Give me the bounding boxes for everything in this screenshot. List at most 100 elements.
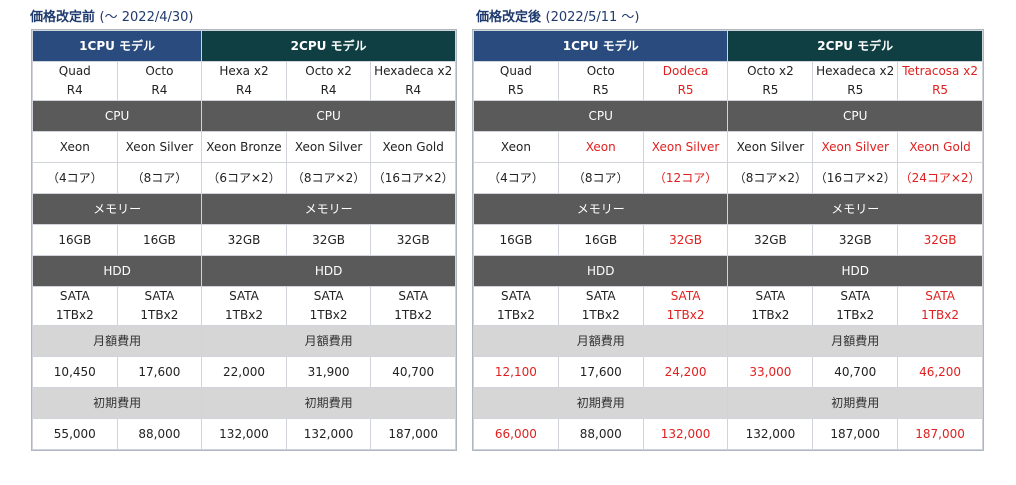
right-panel-title: 価格改定後 (2022/5/11 ～) bbox=[476, 6, 639, 25]
table-cell: 187,000 bbox=[897, 418, 983, 450]
section-header: CPU bbox=[727, 100, 983, 132]
table-cell: 33,000 bbox=[727, 356, 814, 388]
table-cell: 32GB bbox=[285, 224, 372, 256]
section-header-row: 初期費用 初期費用 bbox=[31, 387, 456, 419]
cell-line: （8コア×2） bbox=[733, 170, 808, 185]
left-subtitle-text: (～ 2022/4/30) bbox=[99, 10, 194, 25]
cell-line: SATA bbox=[144, 289, 175, 303]
cell-line: 17,600 bbox=[579, 364, 622, 379]
section-header: 初期費用 bbox=[201, 387, 456, 419]
section-header-row: メモリー メモリー bbox=[31, 193, 456, 225]
table-cell: 24,200 bbox=[642, 356, 729, 388]
table-cell: Xeon bbox=[473, 131, 559, 163]
cell-line: Tetracosa x2 bbox=[902, 64, 978, 78]
table-row: Quad R5 Octo R5 Dodeca R5 Octo x2 R5 Hexadeca x2… bbox=[473, 61, 983, 101]
cell-line: R4 bbox=[66, 83, 83, 97]
model-group-header-row: 1CPU モデル 2CPU モデル bbox=[31, 30, 456, 62]
cell-line: （8コア） bbox=[572, 170, 629, 185]
section-header: 月額費用 bbox=[31, 325, 203, 357]
cell-line: 1TBx2 bbox=[309, 308, 348, 322]
section-header-row: 月額費用 月額費用 bbox=[31, 325, 456, 357]
cell-line: 32GB bbox=[753, 232, 787, 247]
cell-line: Octo x2 bbox=[305, 64, 352, 78]
table-cell: Octo x2 R5 bbox=[727, 61, 814, 101]
cell-line: 1TBx2 bbox=[581, 308, 620, 322]
cell-line: Octo bbox=[145, 64, 174, 78]
cell-line: Xeon Bronze bbox=[206, 139, 282, 154]
table-cell: 40,700 bbox=[812, 356, 899, 388]
cell-line: Xeon Gold bbox=[909, 139, 971, 154]
table-cell: （16コア×2） bbox=[812, 162, 899, 194]
cell-line: （8コア×2） bbox=[291, 170, 366, 185]
cell-line: Hexadeca x2 bbox=[816, 64, 895, 78]
cell-line: SATA bbox=[313, 289, 344, 303]
cell-line: 16GB bbox=[142, 232, 176, 247]
cell-line: 32GB bbox=[838, 232, 872, 247]
table-cell: Xeon Gold bbox=[370, 131, 456, 163]
table-row: SATA 1TBx2 SATA 1TBx2 SATA 1TBx2 SATA 1TBx2 SATA… bbox=[32, 286, 456, 326]
cell-line: （12コア） bbox=[653, 170, 718, 185]
cell-line: 88,000 bbox=[138, 426, 181, 441]
table-cell: 16GB bbox=[116, 224, 203, 256]
cell-line: 1TBx2 bbox=[836, 308, 875, 322]
cell-line: R5 bbox=[847, 83, 864, 97]
table-cell: Octo R5 bbox=[557, 61, 644, 101]
table-cell: Quad R5 bbox=[473, 61, 559, 101]
table-cell: 17,600 bbox=[116, 356, 203, 388]
table-cell: （4コア） bbox=[473, 162, 559, 194]
table-cell: Xeon Silver bbox=[727, 131, 814, 163]
table-cell: 22,000 bbox=[201, 356, 287, 388]
left-panel-title: 価格改定前 (～ 2022/4/30) bbox=[30, 6, 193, 25]
table-cell: 16GB bbox=[557, 224, 644, 256]
table-cell: SATA 1TBx2 bbox=[370, 286, 456, 326]
table-cell: 32GB bbox=[897, 224, 983, 256]
cell-line: Hexadeca x2 bbox=[374, 64, 453, 78]
table-cell: Xeon Silver bbox=[285, 131, 372, 163]
table-cell: SATA 1TBx2 bbox=[32, 286, 118, 326]
table-row: 66,000 88,000 132,000 132,000 187,000 187,000 bbox=[473, 418, 983, 450]
table-cell: （6コア×2） bbox=[201, 162, 287, 194]
cell-line: 24,200 bbox=[664, 364, 707, 379]
cell-line: Xeon Silver bbox=[651, 139, 720, 154]
cell-line: 1TBx2 bbox=[496, 308, 535, 322]
table-cell: Xeon Silver bbox=[642, 131, 729, 163]
section-header: 月額費用 bbox=[201, 325, 456, 357]
table-cell: 88,000 bbox=[116, 418, 203, 450]
table-cell: SATA 1TBx2 bbox=[116, 286, 203, 326]
cell-line: SATA bbox=[585, 289, 616, 303]
cell-line: 132,000 bbox=[303, 426, 354, 441]
section-header: メモリー bbox=[472, 193, 729, 225]
section-header: HDD bbox=[727, 255, 983, 287]
cell-line: 31,900 bbox=[307, 364, 350, 379]
cell-line: SATA bbox=[840, 289, 871, 303]
table-cell: 32GB bbox=[370, 224, 456, 256]
table-cell: 132,000 bbox=[285, 418, 372, 450]
cell-line: 187,000 bbox=[830, 426, 881, 441]
table-cell: Hexadeca x2 R5 bbox=[812, 61, 899, 101]
table-cell: 32GB bbox=[201, 224, 287, 256]
table-cell: 132,000 bbox=[727, 418, 814, 450]
cell-line: 1TBx2 bbox=[55, 308, 94, 322]
cell-line: SATA bbox=[501, 289, 531, 303]
cell-line: 40,700 bbox=[392, 364, 435, 379]
table-cell: 187,000 bbox=[812, 418, 899, 450]
table-cell: 55,000 bbox=[32, 418, 118, 450]
cell-line: Dodeca bbox=[662, 64, 709, 78]
section-header: HDD bbox=[201, 255, 456, 287]
table-cell: Xeon Bronze bbox=[201, 131, 287, 163]
cell-line: 1TBx2 bbox=[921, 308, 960, 322]
table-row: Xeon Xeon Silver Xeon Bronze Xeon Silver Xeo… bbox=[32, 131, 456, 163]
table-cell: SATA 1TBx2 bbox=[812, 286, 899, 326]
table-cell: 187,000 bbox=[370, 418, 456, 450]
table-cell: Hexa x2 R4 bbox=[201, 61, 287, 101]
model-group-header: 2CPU モデル bbox=[727, 30, 983, 62]
table-cell: SATA 1TBx2 bbox=[285, 286, 372, 326]
cell-line: 1TBx2 bbox=[666, 308, 705, 322]
section-header-row: CPU CPU bbox=[31, 100, 456, 132]
table-cell: 31,900 bbox=[285, 356, 372, 388]
section-header: HDD bbox=[31, 255, 203, 287]
section-header-row: 月額費用 月額費用 bbox=[472, 325, 983, 357]
table-cell: 132,000 bbox=[201, 418, 287, 450]
cell-line: R5 bbox=[762, 83, 779, 97]
cell-line: （6コア×2） bbox=[207, 170, 281, 185]
